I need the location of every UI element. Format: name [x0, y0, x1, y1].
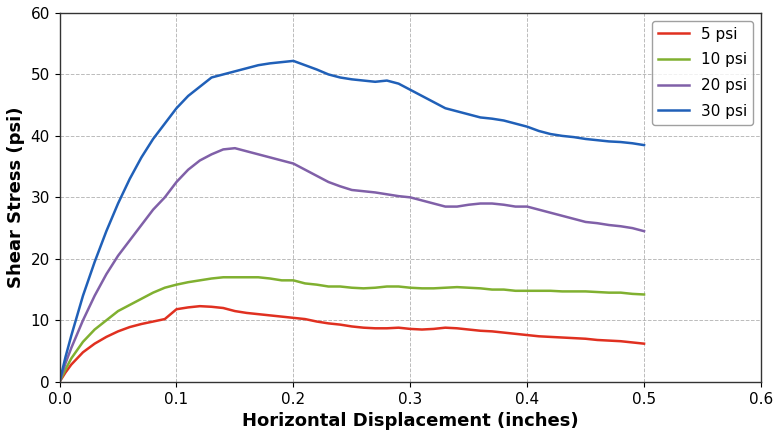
Line: 30 psi: 30 psi	[59, 61, 644, 382]
30 psi	[254, 62, 263, 68]
30 psi	[441, 106, 450, 111]
30 psi	[417, 94, 427, 99]
Y-axis label: Shear Stress (psi): Shear Stress (psi)	[7, 107, 25, 288]
20 psi	[417, 198, 427, 203]
30 psi	[640, 142, 649, 148]
20 psi	[230, 146, 239, 151]
30 psi	[335, 75, 345, 80]
10 psi	[265, 276, 275, 281]
5 psi	[640, 341, 649, 346]
30 psi	[604, 139, 614, 144]
10 psi	[335, 284, 345, 289]
5 psi	[604, 338, 614, 343]
10 psi	[640, 292, 649, 297]
Line: 10 psi: 10 psi	[59, 277, 644, 382]
5 psi	[90, 341, 99, 346]
5 psi	[265, 313, 275, 318]
20 psi	[604, 222, 614, 228]
10 psi	[90, 327, 99, 332]
30 psi	[90, 259, 99, 264]
5 psi	[441, 325, 450, 330]
30 psi	[55, 379, 64, 385]
20 psi	[441, 204, 450, 209]
Line: 20 psi: 20 psi	[59, 148, 644, 382]
10 psi	[604, 290, 614, 295]
5 psi	[335, 322, 345, 327]
Legend: 5 psi, 10 psi, 20 psi, 30 psi: 5 psi, 10 psi, 20 psi, 30 psi	[652, 21, 753, 125]
20 psi	[90, 293, 99, 298]
10 psi	[218, 274, 228, 280]
5 psi	[417, 327, 427, 332]
10 psi	[441, 285, 450, 290]
20 psi	[640, 229, 649, 234]
Line: 5 psi: 5 psi	[59, 306, 644, 382]
20 psi	[55, 379, 64, 385]
X-axis label: Horizontal Displacement (inches): Horizontal Displacement (inches)	[242, 412, 579, 430]
20 psi	[335, 184, 345, 189]
5 psi	[195, 304, 204, 309]
30 psi	[289, 58, 298, 63]
20 psi	[265, 155, 275, 160]
5 psi	[55, 379, 64, 385]
10 psi	[417, 286, 427, 291]
10 psi	[55, 379, 64, 385]
